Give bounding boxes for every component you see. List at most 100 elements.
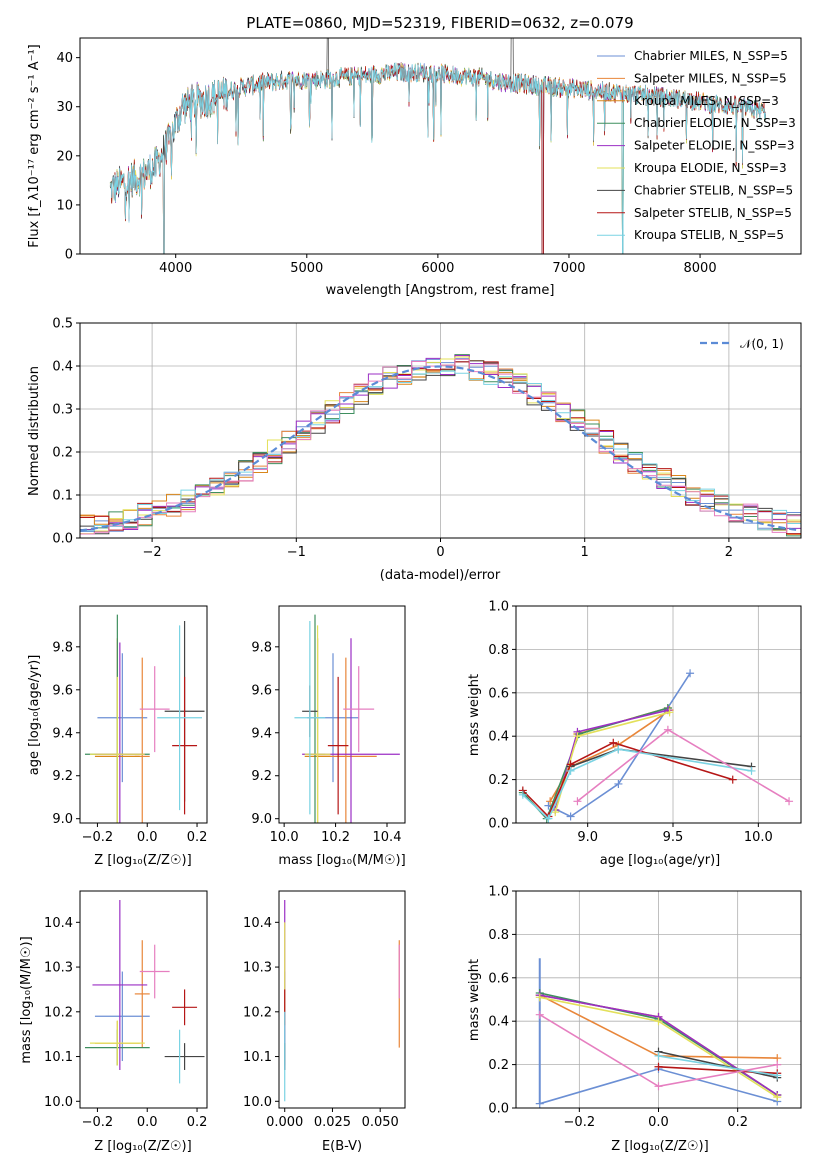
mass-vs-metallicity-panel: Z [log₁₀(Z/Z☉)] mass [log₁₀(M/M☉)] −0.2 0…	[19, 890, 208, 1154]
mass-weight-line	[554, 711, 670, 813]
y-tick-label: 9.2	[52, 769, 73, 784]
errorbar-point	[134, 940, 150, 1048]
y-tick-label: 1.0	[488, 600, 509, 615]
gaussian-curve	[80, 365, 799, 532]
y-tick-label: 9.8	[52, 640, 73, 655]
y-tick-label: 0.0	[52, 532, 73, 547]
y-tick-label: 0	[65, 248, 73, 263]
mass-weight-marker	[773, 1060, 782, 1069]
mass-weight-marker	[654, 1051, 663, 1060]
y-tick-label: 9.6	[52, 683, 73, 698]
y-tick-label: 9.4	[251, 726, 272, 741]
y-tick-label: 30	[56, 100, 73, 115]
y-tick-label: 0.6	[488, 686, 509, 701]
x-tick-label: 0.0	[137, 830, 158, 845]
errorbar-point	[304, 625, 331, 823]
spectrum-title: PLATE=0860, MJD=52319, FIBERID=0632, z=0…	[246, 14, 633, 32]
mass-weight-marker	[614, 745, 623, 754]
x-tick-label: 0.2	[727, 1115, 748, 1130]
mass-weight-marker	[747, 766, 756, 775]
errorbar-point	[139, 666, 170, 753]
y-tick-label: 9.2	[251, 769, 272, 784]
legend-label: Chabrier MILES, N_SSP=5	[634, 49, 788, 63]
errorbar-point	[97, 653, 148, 783]
spectrum-panel: PLATE=0860, MJD=52319, FIBERID=0632, z=0…	[27, 14, 802, 298]
residuals-ylabel: Normed distribution	[27, 366, 42, 496]
errorbar-point	[89, 1020, 145, 1066]
x-tick-label: 0.2	[187, 830, 208, 845]
x-tick-label: 0.000	[266, 1115, 303, 1130]
mass-weight-marker	[573, 797, 582, 806]
x-tick-label: −0.2	[82, 830, 114, 845]
y-tick-label: 10.2	[44, 1005, 73, 1020]
residuals-xlabel: (data-model)/error	[380, 568, 501, 583]
y-tick-label: 10.3	[243, 961, 272, 976]
y-tick-label: 10.1	[44, 1050, 73, 1065]
spectrum-legend: Chabrier MILES, N_SSP=5 Salpeter MILES, N…	[597, 49, 796, 242]
legend-label: Salpeter ELODIE, N_SSP=3	[634, 139, 795, 153]
mass-weight-series	[654, 1051, 782, 1080]
mass-weight-marker	[614, 779, 623, 788]
axes-frame	[278, 890, 406, 1109]
legend-label: Kroupa STELIB, N_SSP=5	[634, 228, 784, 242]
mE-xlabel: E(B-V)	[322, 1139, 362, 1154]
errorbar-point	[294, 621, 326, 815]
mass-weight-marker	[773, 1093, 782, 1102]
mass-weight-marker	[535, 1010, 544, 1019]
errorbar-point	[172, 676, 198, 815]
y-tick-label: 10.2	[243, 1005, 272, 1020]
x-tick-label: 10.0	[744, 830, 773, 845]
x-tick-label: 10.0	[270, 830, 299, 845]
wZ-xlabel: Z [log₁₀(Z/Z☉)]	[611, 1139, 708, 1154]
spectrum-ylabel: Flux [f_λ10⁻¹⁷ erg cm⁻² s⁻¹ A⁻¹]	[27, 44, 42, 248]
y-tick-label: 0.2	[488, 1058, 509, 1073]
mass-weight-line	[548, 672, 691, 818]
mZ-xlabel: Z [log₁₀(Z/Z☉)]	[94, 1139, 191, 1154]
weight-vs-metallicity-panel: Z [log₁₀(Z/Z☉)] mass weight −0.2 0.0 0.2 0.…	[467, 885, 802, 1154]
x-tick-label: 6000	[421, 261, 454, 276]
mass-weight-marker	[566, 812, 575, 821]
wZ-ylabel: mass weight	[467, 959, 482, 1041]
legend-label: Kroupa ELODIE, N_SSP=3	[634, 161, 787, 175]
y-tick-label: 10.4	[243, 916, 272, 931]
axes-frame	[278, 605, 406, 824]
mass-vs-ebv-panel: E(B-V) 0.000 0.025 0.050 10.0 10.1 10.2 10.3 10…	[243, 890, 406, 1154]
y-tick-label: 0.5	[52, 317, 73, 332]
y-tick-label: 0.2	[52, 446, 73, 461]
axes-frame	[79, 890, 208, 1109]
x-tick-label: 10.4	[373, 830, 402, 845]
residual-histogram-line	[80, 361, 801, 535]
errorbar-point	[139, 944, 170, 999]
residual-histogram-line	[80, 370, 801, 532]
mass-weight-marker	[566, 766, 575, 775]
x-tick-label: −0.2	[82, 1115, 114, 1130]
errorbar-point	[327, 676, 349, 815]
y-tick-label: 9.8	[251, 640, 272, 655]
mass-weight-marker	[551, 808, 560, 817]
errorbar-point	[92, 899, 148, 1070]
mass-weight-marker	[518, 790, 527, 799]
errorbar-point	[164, 1043, 205, 1070]
ageZ-xlabel: Z [log₁₀(Z/Z☉)]	[94, 853, 191, 868]
mass-weight-series	[573, 725, 794, 806]
wAge-ylabel: mass weight	[467, 674, 482, 756]
mass-weight-marker	[773, 1071, 782, 1080]
axes-frame	[515, 890, 802, 1109]
age-vs-metallicity-panel: Z [log₁₀(Z/Z☉)] age [log₁₀(age/yr)] −0.2…	[27, 605, 208, 868]
mass-weight-series	[518, 703, 672, 823]
x-tick-label: 9.5	[663, 830, 684, 845]
mass-weight-line	[658, 1050, 778, 1079]
x-tick-label: −1	[287, 545, 306, 560]
x-tick-label: 10.2	[321, 830, 350, 845]
mass-weight-series	[551, 706, 672, 814]
errorbar-point	[89, 676, 145, 823]
x-tick-label: 9.0	[577, 830, 598, 845]
legend-label: Chabrier ELODIE, N_SSP=3	[634, 116, 796, 130]
y-tick-label: 0.3	[52, 403, 73, 418]
x-tick-label: 0.0	[137, 1115, 158, 1130]
y-tick-label: 10.3	[44, 961, 73, 976]
x-tick-label: −0.2	[564, 1115, 596, 1130]
mass-weight-series	[518, 745, 756, 823]
y-tick-label: 10.1	[243, 1050, 272, 1065]
